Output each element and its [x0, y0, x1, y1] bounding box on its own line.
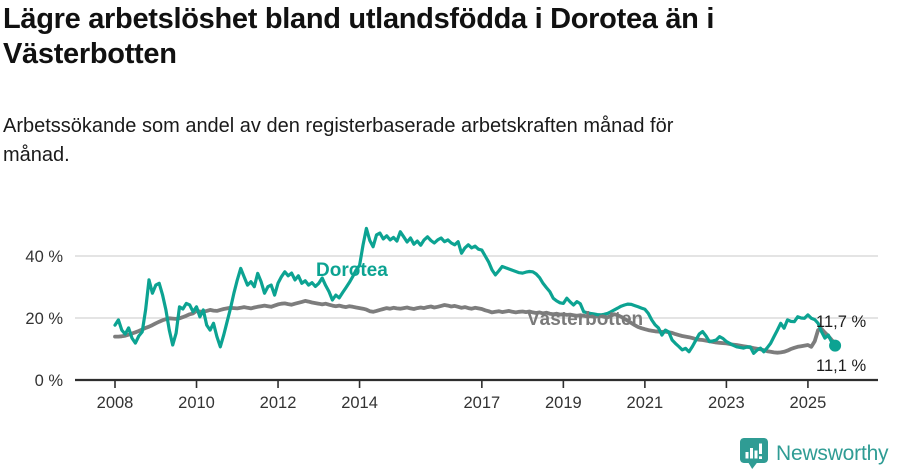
series-end-dot-dorotea — [829, 339, 842, 352]
series-label-dorotea: Dorotea — [316, 260, 388, 281]
x-axis-label: 2010 — [178, 394, 215, 412]
series-line-västerbotten — [113, 299, 837, 355]
x-axis-label: 2014 — [341, 394, 378, 412]
chart-title: Lägre arbetslöshet bland utlandsfödda i … — [3, 3, 715, 70]
newsworthy-brand-text: Newsworthy — [776, 441, 889, 465]
x-axis-label: 2012 — [260, 394, 297, 412]
end-value-label-västerbotten: 11,7 % — [816, 313, 866, 331]
series-line-dorotea — [113, 226, 837, 355]
x-axis-label: 2025 — [790, 394, 827, 412]
y-axis-label: 40 % — [25, 248, 63, 266]
y-axis-label: 0 % — [35, 372, 64, 390]
newsworthy-icon — [740, 438, 768, 469]
y-axis-label: 20 % — [25, 310, 63, 328]
x-axis-label: 2019 — [545, 394, 582, 412]
end-value-label-dorotea: 11,1 % — [816, 357, 866, 375]
series-label-västerbotten: Västerbotten — [527, 309, 643, 330]
x-axis-label: 2021 — [627, 394, 664, 412]
chart-subtitle: Arbetssökande som andel av den registerb… — [3, 115, 674, 166]
newsworthy-logo: Newsworthy — [740, 438, 889, 469]
x-axis-label: 2017 — [463, 394, 500, 412]
x-axis-label: 2023 — [708, 394, 745, 412]
x-axis-label: 2008 — [97, 394, 134, 412]
